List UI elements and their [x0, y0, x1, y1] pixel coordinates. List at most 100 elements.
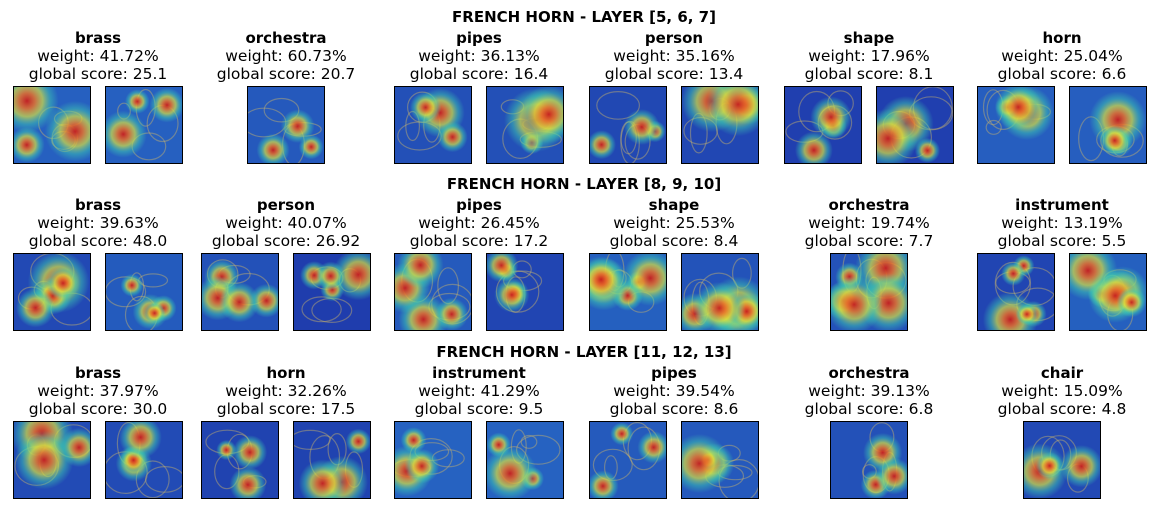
- heatmap-thumbnail: [681, 421, 759, 499]
- heatmap-image: [395, 422, 471, 498]
- global-score-label: global score: 48.0: [28, 232, 168, 250]
- heatmap-image: [682, 254, 758, 330]
- heatmap-image: [590, 87, 666, 163]
- heatmap-thumbnail: [201, 421, 279, 499]
- global-score-label: global score: 25.1: [28, 65, 168, 83]
- weight-label: weight: 19.74%: [808, 214, 930, 232]
- heatmap-image: [106, 254, 182, 330]
- global-score-label: global score: 8.6: [609, 400, 739, 418]
- heatmap-thumbnail: [830, 253, 908, 331]
- concept-panel: orchestra weight: 19.74% global score: 7.7: [774, 197, 964, 357]
- concept-label: shape: [843, 29, 895, 47]
- heatmap-image: [294, 422, 370, 498]
- row-title: FRENCH HORN - LAYER [5, 6, 7]: [452, 8, 716, 26]
- global-score-label: global score: 20.7: [216, 65, 356, 83]
- global-score-label: global score: 16.4: [409, 65, 549, 83]
- global-score-label: global score: 6.8: [804, 400, 934, 418]
- heatmap-thumbnails: [384, 86, 574, 166]
- heatmap-thumbnails: [579, 86, 769, 166]
- weight-label: weight: 25.04%: [1001, 47, 1123, 65]
- heatmap-image: [785, 87, 861, 163]
- global-score-label: global score: 30.0: [28, 400, 168, 418]
- heatmap-image: [682, 87, 758, 163]
- global-score-label: global score: 9.5: [414, 400, 544, 418]
- heatmap-thumbnail: [394, 421, 472, 499]
- concept-label: person: [644, 29, 704, 47]
- weight-label: weight: 40.07%: [225, 214, 347, 232]
- heatmap-thumbnail: [394, 253, 472, 331]
- heatmap-thumbnail: [589, 253, 667, 331]
- global-score-label: global score: 13.4: [604, 65, 744, 83]
- concept-panel: person weight: 40.07% global score: 26.92: [191, 197, 381, 357]
- heatmap-thumbnail: [247, 86, 325, 164]
- row-title: FRENCH HORN - LAYER [11, 12, 13]: [436, 343, 732, 361]
- concept-label: instrument: [432, 364, 526, 382]
- concept-panel: shape weight: 17.96% global score: 8.1: [774, 30, 964, 190]
- concept-panel: brass weight: 37.97% global score: 30.0: [3, 365, 193, 518]
- heatmap-thumbnail: [830, 421, 908, 499]
- heatmap-thumbnails: [191, 421, 381, 501]
- heatmap-thumbnail: [681, 253, 759, 331]
- heatmap-thumbnail: [589, 86, 667, 164]
- heatmap-thumbnail: [876, 86, 954, 164]
- global-score-label: global score: 7.7: [804, 232, 934, 250]
- heatmap-thumbnails: [967, 253, 1157, 333]
- weight-label: weight: 25.53%: [613, 214, 735, 232]
- heatmap-image: [14, 254, 90, 330]
- concept-label: pipes: [456, 29, 502, 47]
- heatmap-thumbnail: [13, 86, 91, 164]
- weight-label: weight: 41.29%: [418, 382, 540, 400]
- heatmap-thumbnail: [105, 253, 183, 331]
- concept-panel: horn weight: 25.04% global score: 6.6: [967, 30, 1157, 190]
- global-score-label: global score: 6.6: [997, 65, 1127, 83]
- concept-panel: pipes weight: 36.13% global score: 16.4: [384, 30, 574, 190]
- heatmap-thumbnails: [384, 253, 574, 333]
- concept-panel: chair weight: 15.09% global score: 4.8: [967, 365, 1157, 518]
- heatmap-thumbnails: [3, 421, 193, 501]
- weight-label: weight: 15.09%: [1001, 382, 1123, 400]
- heatmap-thumbnail: [201, 253, 279, 331]
- heatmap-thumbnails: [3, 253, 193, 333]
- heatmap-image: [487, 87, 563, 163]
- weight-label: weight: 60.73%: [225, 47, 347, 65]
- concept-label: chair: [1040, 364, 1084, 382]
- concept-label: brass: [74, 364, 122, 382]
- heatmap-thumbnail: [13, 421, 91, 499]
- weight-label: weight: 35.16%: [613, 47, 735, 65]
- concept-panel: shape weight: 25.53% global score: 8.4: [579, 197, 769, 357]
- heatmap-thumbnail: [105, 86, 183, 164]
- global-score-label: global score: 5.5: [997, 232, 1127, 250]
- global-score-label: global score: 17.5: [216, 400, 356, 418]
- concept-label: person: [256, 196, 316, 214]
- heatmap-thumbnails: [191, 253, 381, 333]
- weight-label: weight: 26.45%: [418, 214, 540, 232]
- concept-panel: brass weight: 41.72% global score: 25.1: [3, 30, 193, 190]
- heatmap-image: [978, 87, 1054, 163]
- concept-label: orchestra: [245, 29, 327, 47]
- weight-label: weight: 39.63%: [37, 214, 159, 232]
- global-score-label: global score: 17.2: [409, 232, 549, 250]
- heatmap-image: [590, 254, 666, 330]
- concept-panel: brass weight: 39.63% global score: 48.0: [3, 197, 193, 357]
- global-score-label: global score: 4.8: [997, 400, 1127, 418]
- concept-label: brass: [74, 29, 122, 47]
- heatmap-image: [590, 422, 666, 498]
- heatmap-thumbnail: [394, 86, 472, 164]
- weight-label: weight: 32.26%: [225, 382, 347, 400]
- weight-label: weight: 13.19%: [1001, 214, 1123, 232]
- heatmap-image: [294, 254, 370, 330]
- concept-panel: instrument weight: 41.29% global score: 9.…: [384, 365, 574, 518]
- concept-label: orchestra: [828, 364, 910, 382]
- concept-label: brass: [74, 196, 122, 214]
- heatmap-image: [14, 87, 90, 163]
- heatmap-thumbnails: [774, 86, 964, 166]
- concept-label: horn: [266, 364, 306, 382]
- heatmap-image: [395, 87, 471, 163]
- concept-label: instrument: [1015, 196, 1109, 214]
- heatmap-thumbnails: [967, 421, 1157, 501]
- heatmap-image: [106, 422, 182, 498]
- heatmap-image: [1070, 87, 1146, 163]
- weight-label: weight: 41.72%: [37, 47, 159, 65]
- heatmap-thumbnails: [967, 86, 1157, 166]
